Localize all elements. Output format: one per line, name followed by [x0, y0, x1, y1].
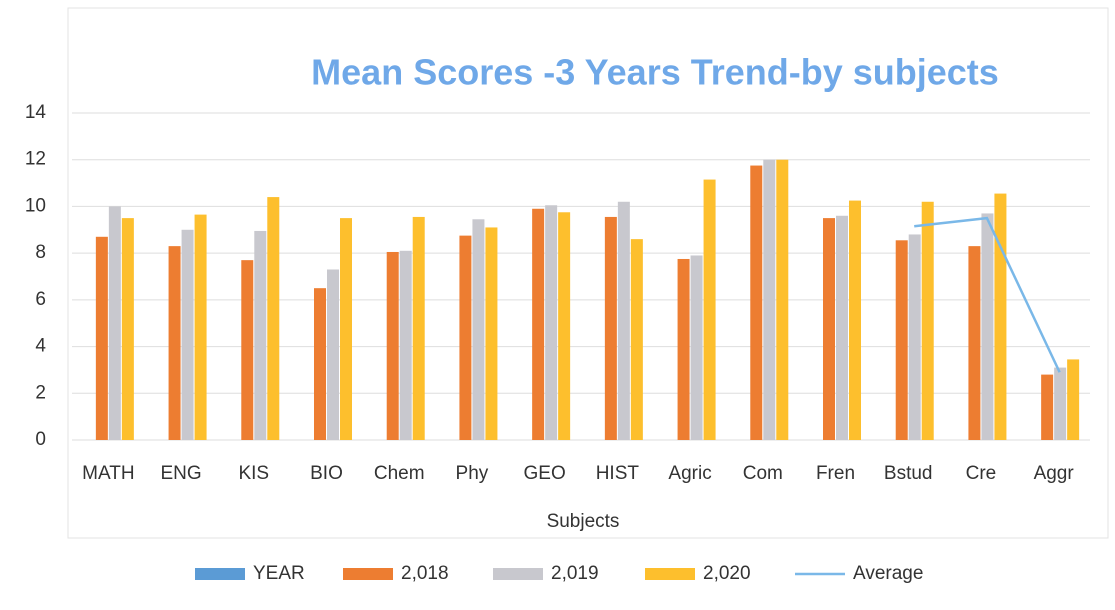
bar — [472, 219, 485, 440]
plot-frame — [67, 7, 1109, 539]
bar — [895, 240, 908, 440]
bar — [604, 216, 617, 440]
x-tick-label: Aggr — [1034, 463, 1075, 484]
legend-swatch — [195, 568, 245, 580]
bar — [703, 179, 716, 440]
bar — [314, 288, 326, 440]
y-tick-label: 2 — [35, 382, 46, 403]
x-tick-label: Chem — [374, 463, 425, 484]
bar — [1054, 367, 1067, 440]
bar — [1067, 359, 1080, 440]
x-tick-label: HIST — [596, 463, 640, 484]
bar — [168, 246, 181, 440]
y-tick-label: 10 — [25, 195, 46, 216]
bar — [763, 159, 776, 440]
x-tick-label: BIO — [310, 463, 343, 484]
line-series — [914, 216, 1061, 373]
bar — [1041, 374, 1054, 440]
legend-label: YEAR — [253, 563, 305, 584]
legend-swatch — [645, 568, 695, 580]
x-tick-label: Fren — [816, 463, 855, 484]
bar — [327, 269, 339, 440]
x-tick-label: Agric — [668, 463, 711, 484]
legend-label: 2,020 — [703, 563, 751, 584]
legend-swatch — [343, 568, 393, 580]
bar — [849, 200, 861, 440]
y-tick-label: 4 — [35, 336, 46, 357]
bar — [459, 235, 472, 440]
bar — [412, 216, 425, 440]
bar — [532, 208, 545, 440]
bar — [981, 213, 994, 440]
bar — [921, 201, 934, 440]
bar — [386, 251, 399, 440]
x-tick-label: Com — [743, 463, 783, 484]
bar — [776, 159, 789, 440]
legend-label: 2,018 — [401, 563, 449, 584]
bar — [121, 218, 134, 440]
x-tick-label: Bstud — [884, 463, 933, 484]
bar — [241, 260, 254, 440]
bar — [690, 255, 703, 440]
bar — [108, 206, 121, 440]
bar — [194, 214, 207, 440]
x-tick-label: ENG — [160, 463, 201, 484]
legend-swatch — [493, 568, 543, 580]
bar — [267, 197, 280, 440]
y-tick-label: 14 — [25, 102, 47, 123]
bar — [558, 212, 571, 440]
x-tick-label: KIS — [238, 463, 269, 484]
bar — [750, 165, 763, 440]
bar — [823, 218, 835, 440]
x-tick-label: GEO — [524, 463, 566, 484]
legend-label: 2,019 — [551, 563, 599, 584]
legend-label: Average — [853, 563, 923, 584]
bar — [254, 230, 267, 440]
bar — [340, 218, 352, 440]
bar — [545, 205, 558, 440]
bar — [677, 258, 690, 440]
x-axis-title: Subjects — [547, 511, 620, 532]
y-tick-label: 8 — [35, 242, 46, 263]
bar — [908, 234, 921, 440]
x-tick-label: Phy — [456, 463, 489, 484]
bar — [994, 193, 1007, 440]
y-tick-label: 0 — [35, 429, 46, 450]
y-tick-label: 12 — [25, 149, 46, 170]
bar — [181, 229, 194, 440]
y-tick-label: 6 — [35, 289, 46, 310]
x-tick-label: MATH — [82, 463, 134, 484]
bar — [630, 239, 643, 440]
bar — [617, 201, 630, 440]
chart-title: Mean Scores -3 Years Trend-by subjects — [311, 52, 999, 93]
bar — [399, 250, 412, 440]
x-tick-label: Cre — [966, 463, 997, 484]
bar — [968, 246, 981, 440]
bar — [95, 236, 108, 440]
bar — [485, 227, 498, 440]
bar — [836, 215, 848, 440]
